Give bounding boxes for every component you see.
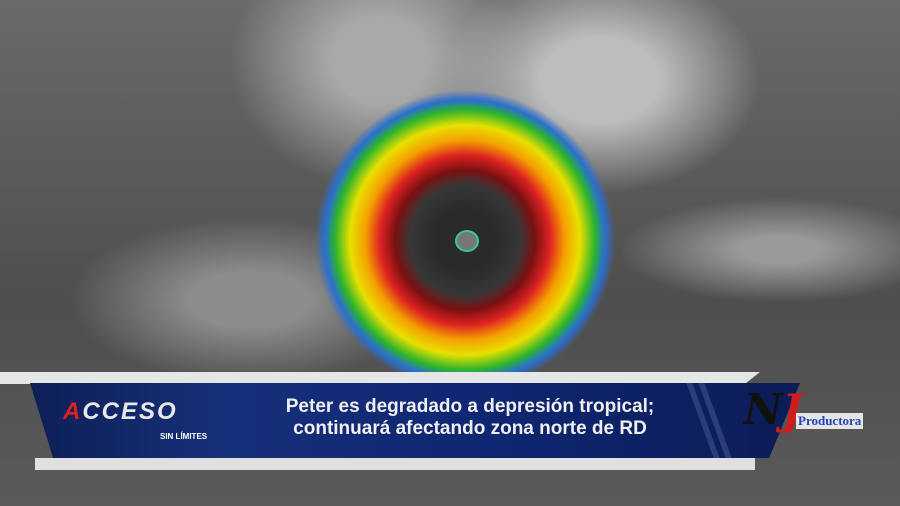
hurricane-eye (455, 230, 479, 252)
lower-third-banner (30, 383, 800, 458)
headline: Peter es degradado a depresión tropical;… (250, 396, 690, 440)
producer-name: Productora (796, 413, 864, 429)
show-logo: ACCESO (63, 398, 178, 425)
show-tagline: SIN LÍMITES (160, 432, 208, 441)
headline-line-2: continuará afectando zona norte de RD (293, 418, 647, 439)
lower-third-top-strip (0, 372, 760, 384)
lower-third-bottom-strip (35, 458, 755, 470)
headline-line-1: Peter es degradado a depresión tropical; (285, 396, 655, 417)
nj-logo-mark: NJ (744, 385, 803, 434)
producer-logo: NJ Productora (740, 385, 880, 455)
